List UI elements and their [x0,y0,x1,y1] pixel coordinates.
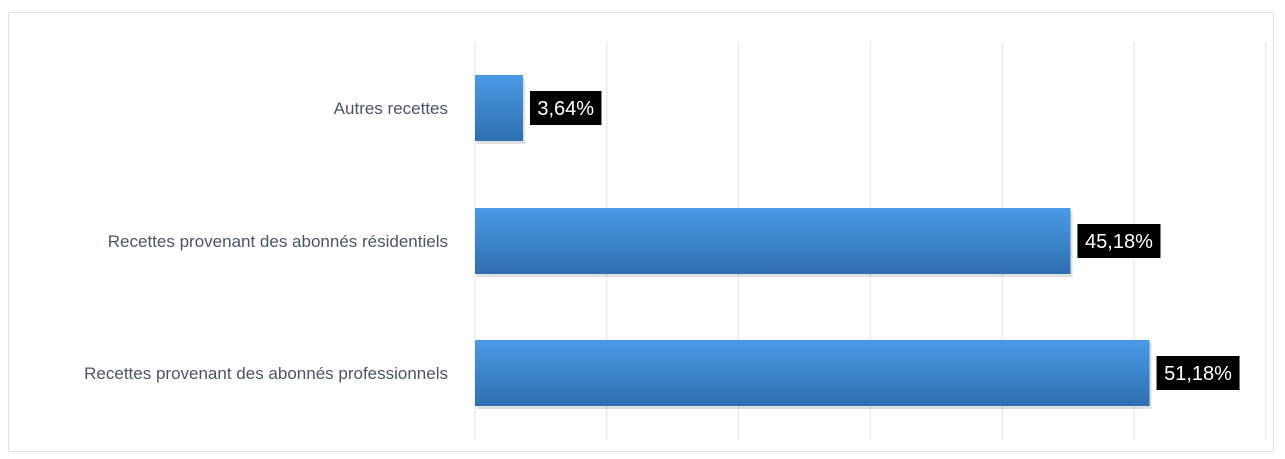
data-label-box [529,91,602,125]
category-label: Recettes provenant des abonnés professio… [84,364,448,383]
data-labels: 3,64% 45,18% 51,18% [529,91,1240,390]
data-label-box [1077,224,1161,258]
data-label: 51,18% [1164,363,1232,385]
data-label-box [1156,356,1240,390]
bar [475,208,1071,274]
category-label: Autres recettes [334,99,448,118]
category-labels: Autres recettes Recettes provenant des ab… [84,99,448,383]
bar [475,340,1150,406]
category-label: Recettes provenant des abonnés résidenti… [108,232,448,251]
data-label: 3,64% [537,98,594,120]
data-label: 45,18% [1085,231,1153,253]
bars [475,75,1152,409]
bar [475,75,523,141]
